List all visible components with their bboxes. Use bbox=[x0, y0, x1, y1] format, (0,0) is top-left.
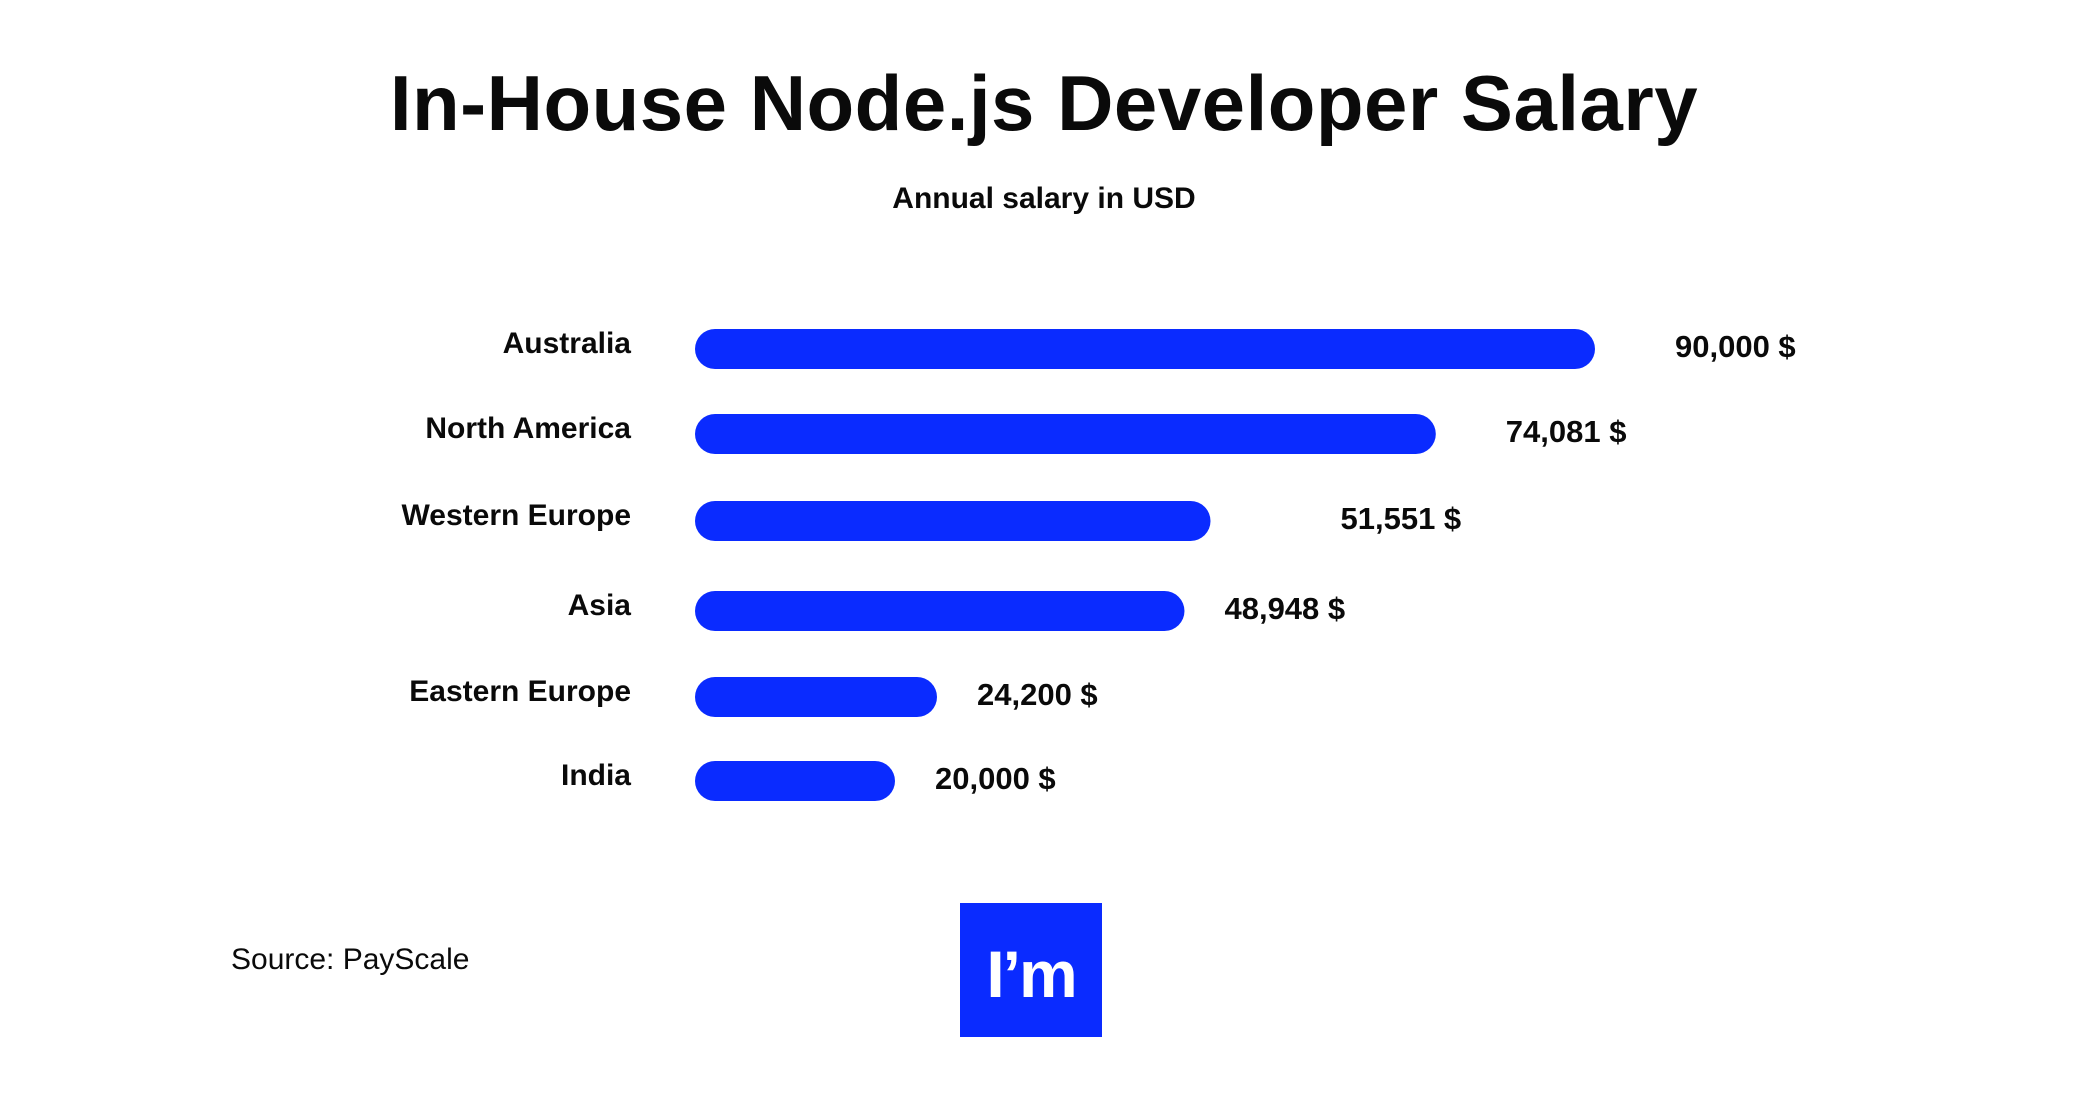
bar bbox=[695, 501, 1211, 541]
value-label: 48,948 $ bbox=[1224, 591, 1345, 626]
value-label: 24,200 $ bbox=[977, 677, 1098, 712]
category-label: Australia bbox=[503, 327, 632, 360]
bar-chart: Australia 90,000 $ North America 74,081 $ We… bbox=[402, 327, 1796, 801]
category-label: Western Europe bbox=[402, 499, 632, 532]
brand-logo-text: I’m bbox=[986, 937, 1077, 1011]
value-label: 20,000 $ bbox=[935, 761, 1056, 796]
value-label: 74,081 $ bbox=[1506, 414, 1627, 449]
value-label: 90,000 $ bbox=[1675, 329, 1796, 364]
category-label: Asia bbox=[568, 589, 632, 622]
category-label: Eastern Europe bbox=[409, 675, 631, 708]
value-label: 51,551 $ bbox=[1341, 501, 1462, 536]
category-label: North America bbox=[425, 412, 631, 445]
bar bbox=[695, 761, 895, 801]
chart-title: In-House Node.js Developer Salary bbox=[389, 59, 1699, 147]
bar bbox=[695, 329, 1595, 369]
source-note: Source: PayScale bbox=[231, 943, 470, 976]
bar bbox=[695, 677, 937, 717]
category-label: India bbox=[561, 759, 631, 792]
bar bbox=[695, 591, 1185, 631]
chart-subtitle: Annual salary in USD bbox=[892, 182, 1196, 215]
brand-logo: I’m bbox=[960, 903, 1102, 1037]
bar bbox=[695, 414, 1436, 454]
